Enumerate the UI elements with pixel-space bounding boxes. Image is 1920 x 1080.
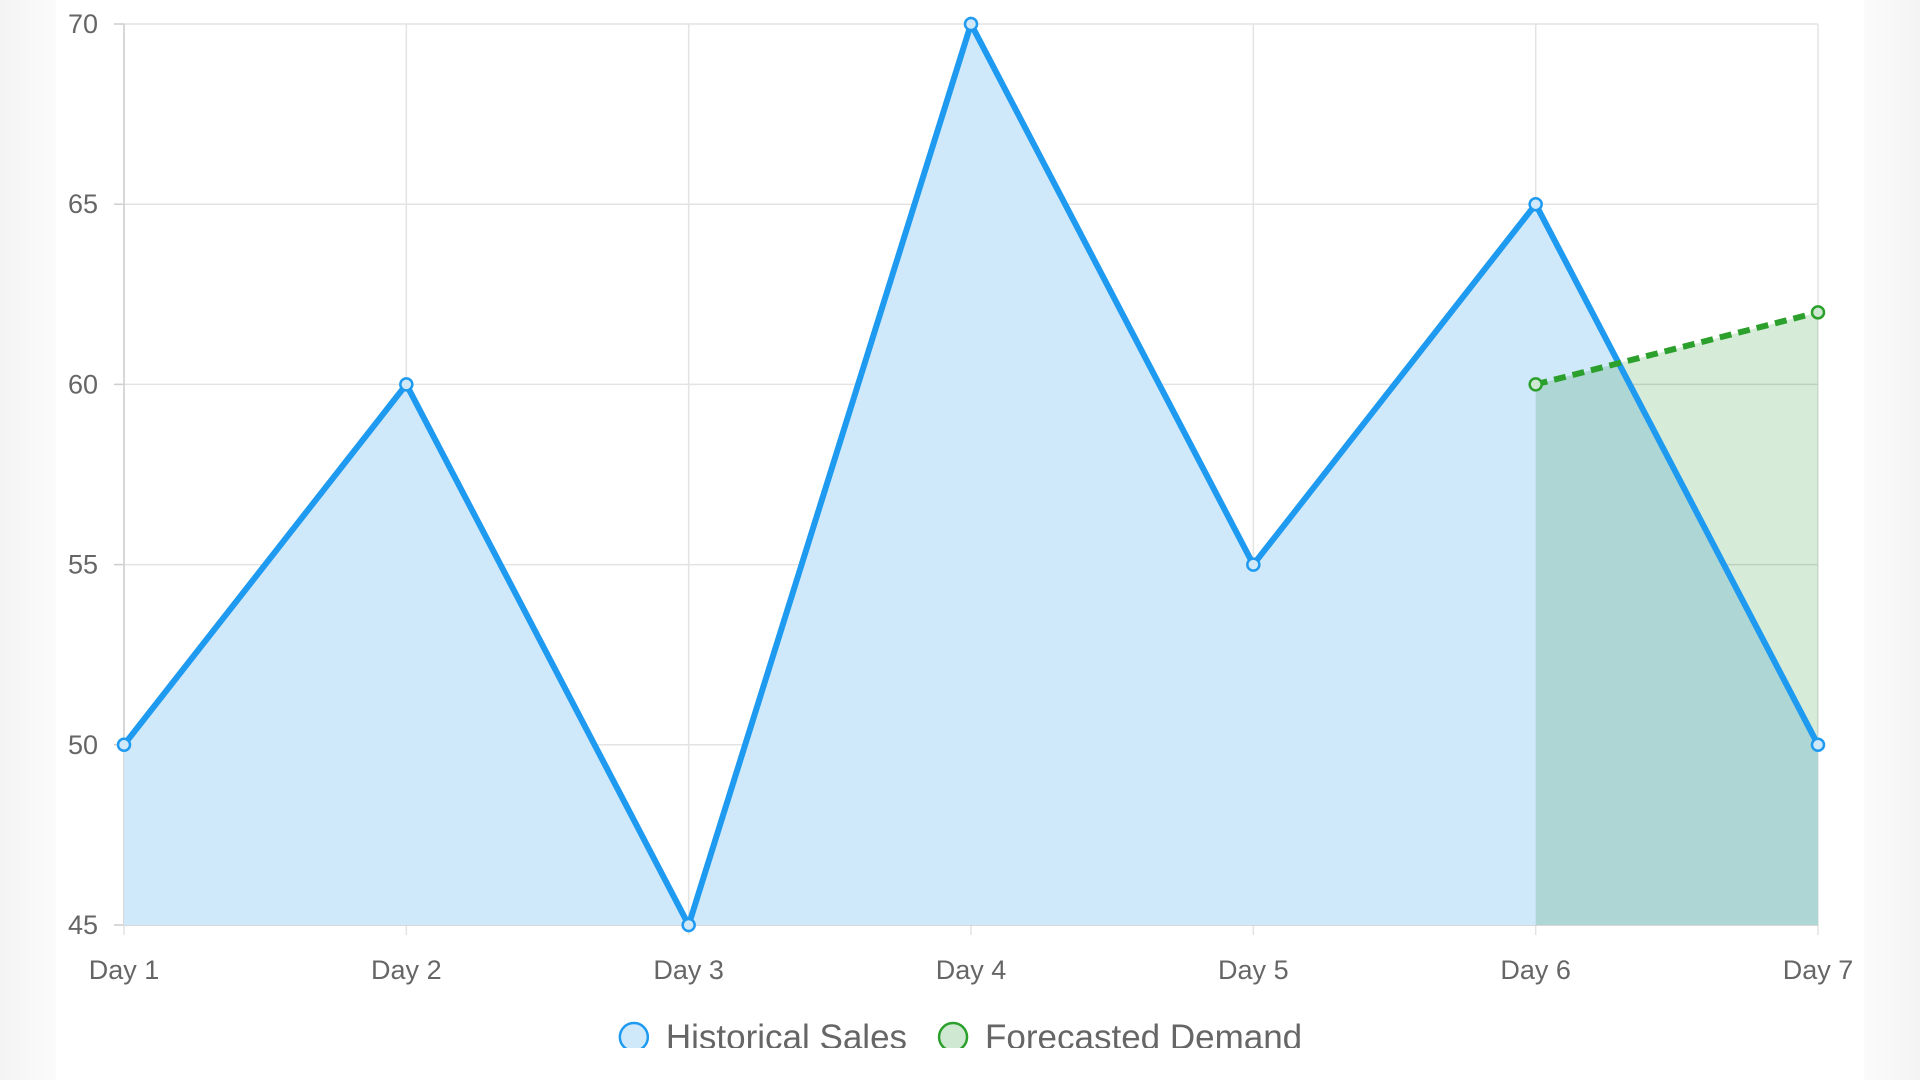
y-tick-label: 50 [68,730,98,760]
chart-card: 45 50 55 60 65 70 Day 1 Day 2 Day 3 Day 4 Day 5 Da… [56,0,1864,1048]
x-tick-label: Day 5 [1218,955,1289,985]
legend-label-historical-sales: Historical Sales [666,1018,907,1048]
forecasted-demand-area [1535,312,1818,925]
historical-sales-point [963,16,979,32]
historical-sales-point [681,917,696,933]
x-tick-label: Day 1 [89,955,160,985]
area-fills [124,24,1818,925]
x-tick-label: Day 7 [1783,955,1854,985]
y-tick-label: 45 [68,910,98,940]
series-points [116,16,1826,933]
historical-sales-point [116,737,132,753]
forecasted-demand-line [1534,309,1819,388]
y-tick-label: 60 [68,369,98,399]
x-tick-label: Day 4 [936,955,1007,985]
historical-sales-point [1246,557,1261,572]
y-tick-label: 55 [68,550,98,580]
legend-marker-forecasted-demand [937,1021,969,1048]
historical-sales-point [1528,196,1543,212]
legend-marker-historical-sales [618,1021,650,1048]
x-tick-label: Day 6 [1500,955,1571,985]
forecasted-demand-point [1528,377,1543,392]
y-tick-label: 65 [68,189,98,219]
background-edge-right [1864,0,1920,1080]
historical-sales-point [1810,737,1826,753]
legend: Historical Sales Forecasted Demand [618,1018,1302,1048]
y-tick-label: 70 [68,9,98,39]
x-axis-ticks: Day 1 Day 2 Day 3 Day 4 Day 5 Day 6 Day 7 [89,955,1854,985]
historical-sales-area [124,24,1818,925]
legend-label-forecasted-demand: Forecasted Demand [985,1018,1302,1048]
historical-sales-point [399,377,414,392]
y-axis-ticks: 45 50 55 60 65 70 [68,9,98,940]
forecasted-demand-point [1810,305,1826,320]
background-edge-left [0,0,56,1080]
x-tick-label: Day 2 [371,955,442,985]
x-tick-label: Day 3 [653,955,724,985]
